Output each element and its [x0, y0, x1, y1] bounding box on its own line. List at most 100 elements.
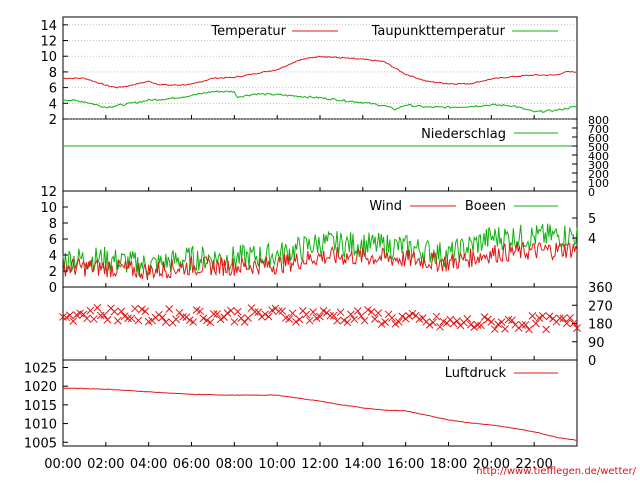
wind-direction-point [346, 310, 355, 319]
wind-direction-point [487, 318, 496, 326]
y-right-tick-label: 180 [588, 318, 613, 333]
wind-direction-point [508, 316, 516, 325]
y-right-tick-label: 500 [588, 141, 609, 154]
wind-direction-point [518, 321, 527, 329]
wind-direction-point [199, 314, 208, 323]
legend-niederschlag-label: Niederschlag [421, 127, 506, 142]
wind-direction-point [113, 316, 122, 325]
footer-url: http://www.tiefflegen.de/wetter/ [476, 466, 636, 477]
wind-direction-point [257, 312, 266, 321]
wind-direction-point [96, 311, 105, 320]
wind-direction-point [65, 311, 74, 320]
x-tick-label: 20:00 [473, 457, 510, 472]
wind-direction-point [425, 321, 434, 329]
y-right-tick-label: 400 [588, 150, 609, 163]
wind-direction-point [336, 308, 345, 317]
series-layer [59, 55, 581, 441]
wind-direction-point [542, 325, 551, 334]
wind-direction-point [398, 312, 407, 321]
y-right-tick-label: 5 [588, 212, 596, 227]
wind-direction-point [86, 306, 95, 315]
wind-direction-point [309, 308, 318, 316]
wind-direction-point [127, 314, 136, 323]
y-right-tick-label: 200 [588, 168, 609, 181]
wind-direction-point [316, 312, 324, 321]
wind-direction-point [89, 315, 98, 323]
y-tick-label: 1025 [24, 361, 57, 376]
x-tick-label: 10:00 [258, 457, 295, 472]
wind-direction-point [391, 320, 400, 328]
wind-direction-point [429, 318, 437, 327]
wind-direction-point [453, 317, 461, 325]
wind-direction-point [141, 307, 150, 316]
y-tick-label: 1010 [24, 418, 57, 433]
wind-direction-point [494, 320, 503, 329]
wind-direction-point [521, 320, 530, 329]
y-right-tick-label: 0 [588, 186, 595, 199]
wind-direction-point [350, 315, 359, 324]
wind-direction-point [573, 324, 581, 332]
y-right-tick-label: 90 [588, 336, 605, 351]
wind-direction-point [292, 318, 300, 326]
wind-direction-point [360, 316, 369, 325]
wind-direction-point [196, 307, 204, 316]
wind-direction-point [367, 308, 376, 316]
wind-direction-point [223, 309, 232, 317]
legend-taupunkt-label: Taupunkttemperatur [371, 24, 506, 39]
y-tick-label: 8 [49, 66, 57, 81]
wind-direction-point [405, 312, 413, 320]
wind-direction-point [172, 315, 180, 324]
wind-direction-point [497, 318, 506, 326]
wind-direction-point [370, 315, 379, 323]
x-tick-label: 14:00 [344, 457, 381, 472]
wind-direction-point [209, 310, 218, 318]
wind-direction-point [93, 303, 102, 312]
wind-direction-point [120, 312, 129, 321]
legend-wind-label: Wind [369, 199, 402, 214]
wind-direction-point [466, 320, 475, 329]
wind-direction-point [62, 313, 71, 322]
x-tick-label: 22:00 [515, 457, 552, 472]
wind-direction-point [158, 313, 167, 322]
wind-direction-point [343, 318, 352, 327]
x-tick-label: 00:00 [44, 457, 81, 472]
x-tick-label: 18:00 [430, 457, 467, 472]
wind-direction-point [329, 311, 338, 320]
y-tick-label: 6 [49, 233, 57, 248]
wind-direction-point [155, 310, 163, 319]
wind-direction-point [449, 319, 458, 328]
y-tick-label: 14 [40, 19, 57, 34]
wind-direction-point [285, 315, 294, 323]
series-line [62, 90, 578, 113]
y-right-tick-label: 800 [588, 114, 609, 127]
y-right-tick-label: 600 [588, 132, 609, 145]
y-tick-label: 1020 [24, 380, 57, 395]
wind-direction-point [288, 309, 297, 318]
wind-direction-point [562, 319, 571, 328]
series-line [62, 387, 577, 441]
y-tick-label: 12 [40, 35, 57, 50]
wind-direction-point [179, 313, 187, 321]
wind-direction-point [134, 316, 143, 325]
y-right-tick-label: 4 [588, 232, 596, 247]
wind-direction-point [261, 310, 270, 319]
series-line [62, 55, 578, 89]
wind-direction-point [264, 312, 273, 321]
wind-direction-point [100, 311, 108, 319]
wind-direction-point [295, 315, 304, 324]
legend-boeen-label: Boeen [465, 199, 506, 214]
wind-direction-point [566, 314, 575, 322]
x-tick-label: 08:00 [216, 457, 253, 472]
series-line [62, 223, 578, 277]
wind-direction-point [545, 312, 554, 321]
wind-direction-point [484, 315, 492, 324]
wind-direction-point [532, 319, 540, 328]
wind-direction-point [357, 312, 365, 320]
y-tick-label: 6 [49, 82, 57, 97]
wind-direction-point [227, 306, 235, 315]
wind-direction-point [436, 322, 444, 331]
wind-direction-point [538, 311, 547, 320]
wind-direction-point [490, 325, 499, 334]
wind-direction-point [251, 308, 259, 316]
